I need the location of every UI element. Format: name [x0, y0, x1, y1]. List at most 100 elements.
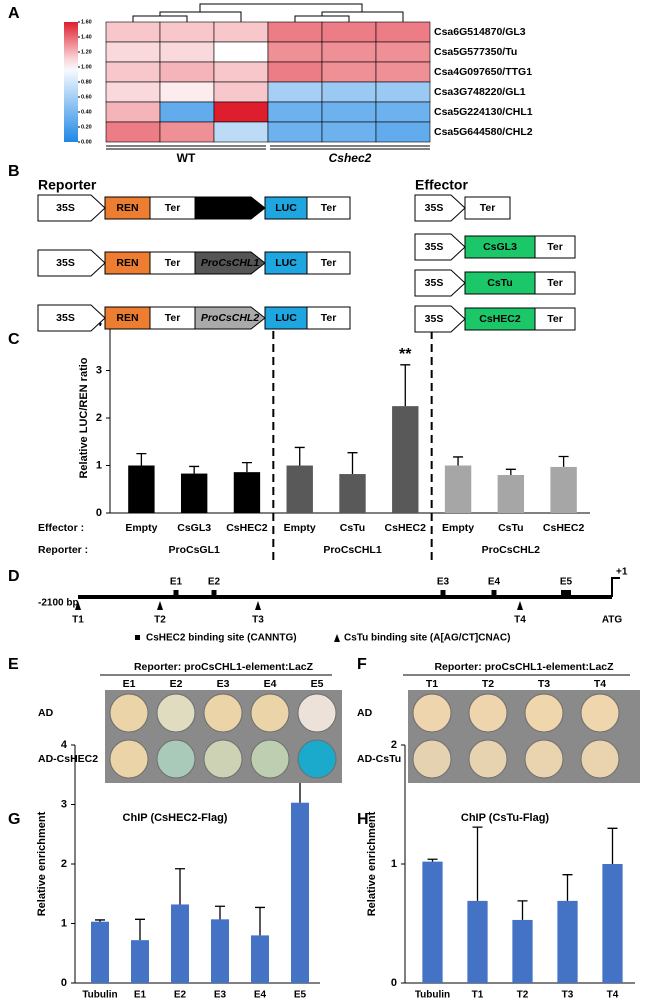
- map-label: -2100 bp: [38, 598, 79, 609]
- binding-site: [440, 590, 446, 595]
- construct-label: Ter: [321, 202, 337, 214]
- chart-title: ChIP (CsTu-Flag): [461, 812, 550, 824]
- panel-label: D: [8, 568, 20, 585]
- dendrogram: [132, 3, 404, 22]
- section-title: Reporter: [38, 177, 97, 193]
- construct-box: [534, 235, 576, 259]
- heatmap-cell: [213, 101, 269, 123]
- heatmap-cell: [321, 61, 377, 83]
- row-label: Effector :: [38, 522, 84, 534]
- binding-site: [211, 590, 217, 595]
- bar: [467, 900, 488, 983]
- heatmap-cell: [159, 81, 215, 103]
- bar: [180, 473, 208, 513]
- error-bar: [95, 919, 105, 922]
- heatmap-cell: [159, 21, 215, 43]
- significance-label: **: [399, 346, 412, 363]
- column-label: T3: [538, 678, 550, 690]
- element-label: E1: [170, 577, 183, 588]
- yeast-colony: [250, 739, 290, 779]
- construct-box: [306, 251, 351, 275]
- binding-site: [517, 601, 523, 610]
- column-label: E4: [264, 678, 277, 690]
- row-label: Csa3G748220/GL1: [434, 86, 526, 98]
- bar: [286, 465, 313, 513]
- heatmap-cell: [105, 41, 161, 63]
- construct-label: 35S: [56, 257, 75, 269]
- site-label: T1: [72, 615, 84, 626]
- x-tick-label: E2: [174, 990, 187, 1001]
- yeast-colony: [109, 739, 149, 779]
- y-tick-label: 4: [61, 739, 68, 751]
- promoter-arrow: [37, 304, 106, 332]
- heatmap-cell: [105, 61, 161, 83]
- heatmap-cell: [213, 41, 269, 63]
- yeast-colony: [580, 739, 620, 779]
- y-tick-label: 2: [391, 739, 397, 751]
- construct-label: LUC: [275, 257, 297, 269]
- x-tick-label: CsHEC2: [226, 522, 268, 534]
- colorbar-tick-label: 0.00: [81, 139, 92, 145]
- heatmap-cell: [105, 101, 161, 123]
- x-tick-label: T1: [472, 990, 484, 1001]
- heatmap-cell: [213, 81, 269, 103]
- y-tick-label: 0: [96, 507, 102, 519]
- y-axis-label: Relative LUC/REN ratio: [78, 357, 90, 478]
- construct-label: REN: [116, 312, 138, 324]
- group-label: Cshec2: [329, 151, 372, 165]
- panel-label: G: [8, 811, 20, 828]
- construct-label: 35S: [425, 313, 444, 325]
- promoter-line: [78, 595, 612, 599]
- colorbar-tick-label: 0.60: [81, 94, 92, 100]
- construct-label: CsGL3: [483, 241, 517, 253]
- heatmap-cell: [105, 121, 161, 143]
- row-label: AD-CsTu: [357, 753, 401, 765]
- promoter-arrow: [194, 306, 266, 330]
- group-label: ProCsCHL1: [323, 544, 382, 556]
- element-label: E5: [560, 577, 573, 588]
- heatmap-cell: [321, 121, 377, 143]
- map-label: +1: [616, 567, 628, 578]
- column-label: E1: [123, 678, 136, 690]
- yeast-colony: [412, 739, 452, 779]
- heatmap-cell: [213, 21, 269, 43]
- column-label: E5: [311, 678, 324, 690]
- y-axis-label: Relative enrichment: [36, 811, 48, 916]
- heatmap-cell: [159, 101, 215, 123]
- map-label: ATG: [602, 615, 623, 626]
- colorbar-tick-label: 0.40: [81, 109, 92, 115]
- site-label: T4: [514, 615, 526, 626]
- colorbar-tick-label: 1.60: [81, 19, 92, 25]
- y-tick-label: 1: [391, 858, 397, 870]
- construct-label: ProCsCHL2: [201, 312, 260, 324]
- element-label: E2: [208, 577, 221, 588]
- row-label: Csa4G097650/TTG1: [434, 66, 532, 78]
- y-tick-label: 3: [61, 798, 67, 810]
- yeast-colony: [156, 693, 196, 733]
- x-tick-label: Empty: [284, 522, 316, 534]
- construct-label: ProCsCHL1: [201, 257, 260, 269]
- bar: [339, 474, 366, 513]
- bar: [392, 406, 419, 513]
- construct-label: Ter: [165, 257, 181, 269]
- bar: [512, 919, 533, 983]
- panel-label: F: [357, 656, 367, 673]
- legend-label: CsTu binding site (A[AG/CT]CNAC): [344, 633, 510, 644]
- column-label: T2: [482, 678, 494, 690]
- bar: [233, 472, 261, 513]
- error-bar: [472, 826, 483, 901]
- colorbar-tick-label: 1.40: [81, 34, 92, 40]
- group-label: ProCsCHL2: [482, 544, 541, 556]
- heatmap-cell: [267, 121, 323, 143]
- promoter-arrow: [194, 196, 266, 220]
- construct-box: [464, 196, 511, 220]
- heatmap-cell: [267, 101, 323, 123]
- bar: [211, 919, 229, 983]
- x-tick-label: CsHEC2: [385, 522, 427, 534]
- y-tick-label: 1: [61, 917, 67, 929]
- column-label: T1: [426, 678, 438, 690]
- error-bar: [215, 905, 225, 920]
- construct-label: Ter: [547, 277, 563, 289]
- x-tick-label: Empty: [125, 522, 157, 534]
